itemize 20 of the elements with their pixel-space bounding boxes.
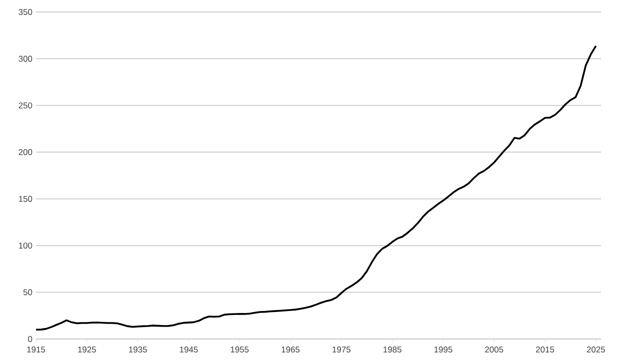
y-tick-label: 200 — [18, 149, 32, 156]
x-tick-label: 1935 — [129, 346, 147, 353]
y-tick-label: 250 — [18, 102, 32, 108]
y-tick-label: 0 — [28, 336, 32, 342]
x-tick-label: 1945 — [180, 346, 198, 353]
x-tick-label: 2025 — [586, 346, 605, 353]
x-tick-label: 1965 — [282, 346, 300, 353]
y-tick-label: 50 — [23, 289, 32, 296]
x-tick-label: 1995 — [434, 346, 452, 353]
y-tick-label: 350 — [18, 9, 32, 15]
x-tick-label: 2015 — [536, 346, 554, 353]
y-tick-label: 300 — [18, 56, 32, 62]
x-tick-label: 1955 — [230, 346, 249, 353]
x-tick-label: 1925 — [78, 346, 96, 353]
x-tick-label: 2005 — [485, 346, 504, 353]
x-tick-label: 1985 — [384, 346, 402, 353]
x-tick-label: 1975 — [332, 346, 350, 353]
x-tick-label: 1915 — [27, 346, 46, 353]
y-tick-label: 150 — [18, 196, 32, 202]
y-tick-label: 100 — [18, 242, 32, 249]
